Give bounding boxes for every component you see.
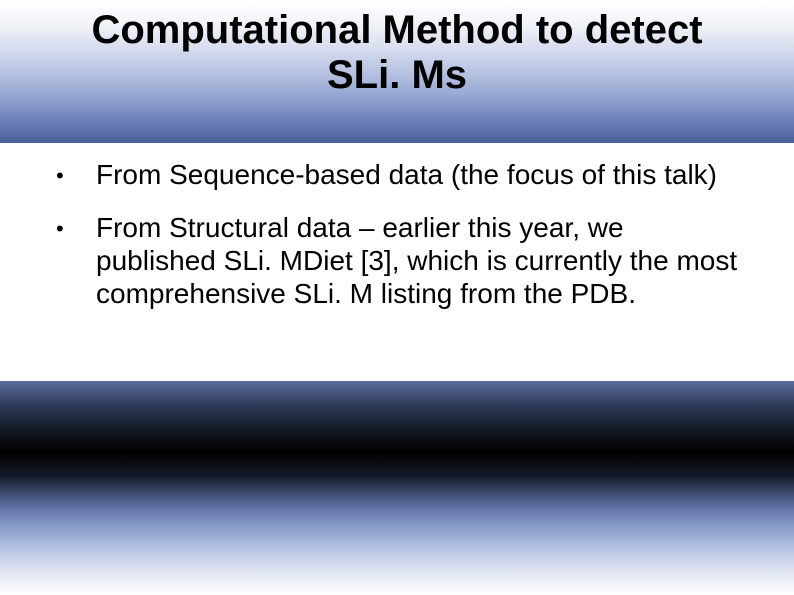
list-item: • From Sequence-based data (the focus of… <box>56 158 738 191</box>
list-item: • From Structural data – earlier this ye… <box>56 211 738 310</box>
slide-content: • From Sequence-based data (the focus of… <box>56 158 738 330</box>
slide: Computational Method to detect SLi. Ms •… <box>0 0 794 595</box>
slide-title: Computational Method to detect SLi. Ms <box>0 8 794 98</box>
bullet-marker: • <box>56 158 96 190</box>
bullet-text: From Structural data – earlier this year… <box>96 211 738 310</box>
bullet-text: From Sequence-based data (the focus of t… <box>96 158 738 191</box>
bullet-marker: • <box>56 211 96 243</box>
